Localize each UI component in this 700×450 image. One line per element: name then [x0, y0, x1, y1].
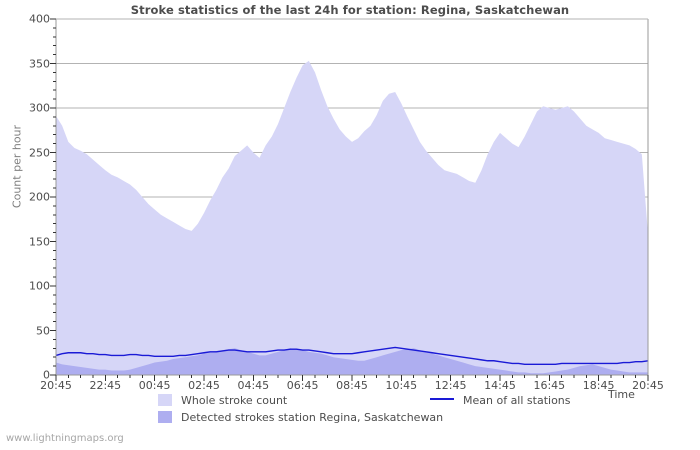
legend-item-mean: Mean of all stations	[430, 394, 571, 407]
y-tick-label: 50	[36, 324, 50, 337]
x-tick-label: 10:45	[385, 379, 418, 392]
y-tick-label: 250	[29, 146, 50, 159]
legend-label-mean: Mean of all stations	[463, 394, 571, 407]
x-tick-label: 14:45	[484, 379, 516, 392]
y-tick-label: 0	[43, 368, 50, 382]
legend-swatch-detected	[158, 411, 172, 423]
x-tick-label: 20:45	[632, 379, 664, 392]
x-tick-label: 04:45	[237, 379, 270, 392]
x-tick-label: 02:45	[188, 379, 220, 392]
legend-label-whole: Whole stroke count	[181, 394, 288, 407]
x-tick-label: 22:45	[89, 379, 122, 392]
legend-label-detected: Detected strokes station Regina, Saskatc…	[181, 411, 444, 424]
x-tick-label: 18:45	[582, 379, 615, 392]
legend-item-whole: Whole stroke count	[158, 394, 287, 407]
legend-swatch-whole	[158, 394, 172, 406]
y-tick-label: 300	[29, 101, 50, 115]
y-tick-label: 150	[29, 235, 50, 248]
x-tick-label: 16:45	[533, 379, 566, 392]
footer-attribution: www.lightningmaps.org	[6, 433, 124, 444]
legend-item-detected: Detected strokes station Regina, Saskatc…	[158, 411, 443, 424]
x-tick-label: 08:45	[336, 379, 368, 392]
y-tick-label: 200	[29, 190, 50, 204]
x-tick-label: 12:45	[434, 379, 467, 392]
x-tick-label: 06:45	[286, 379, 319, 392]
y-tick-label: 350	[29, 57, 50, 70]
chart-title: Stroke statistics of the last 24h for st…	[130, 3, 570, 17]
legend-swatch-mean	[430, 398, 454, 400]
x-axis-label: Time	[608, 388, 635, 401]
x-tick-label: 20:45	[40, 379, 72, 392]
y-tick-label: 100	[29, 279, 50, 293]
y-tick-label: 400	[29, 12, 50, 26]
x-tick-label: 00:45	[138, 379, 171, 392]
